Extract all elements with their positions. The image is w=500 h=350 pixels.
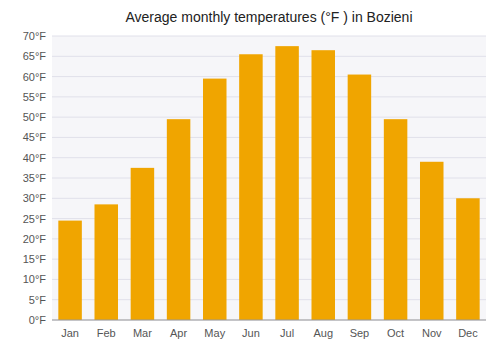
bar (311, 50, 335, 320)
y-tick-label: 65°F (23, 50, 47, 62)
x-tick-label: Nov (422, 327, 442, 339)
y-tick-label: 10°F (23, 273, 47, 285)
bar (239, 54, 263, 320)
x-tick-label: Mar (133, 327, 152, 339)
y-tick-label: 30°F (23, 192, 47, 204)
x-tick-label: Jan (61, 327, 79, 339)
chart: 0°F 5°F 10°F 15°F 20°F 25°F 30°F 35°F 40°F 45°F 50… (0, 0, 500, 350)
y-tick-label: 50°F (23, 111, 47, 123)
x-tick-label: Jul (280, 327, 294, 339)
grid-line (52, 96, 486, 97)
y-tick-label: 15°F (23, 253, 47, 265)
bar (94, 204, 118, 320)
x-tick-label: Feb (97, 327, 116, 339)
y-tick-label: 40°F (23, 152, 47, 164)
bars (58, 46, 479, 320)
grid-line (52, 137, 486, 138)
grid-line (52, 157, 486, 158)
plot-area (52, 36, 486, 320)
bar (348, 75, 372, 320)
x-tick-label: Apr (170, 327, 187, 339)
grid-line (52, 76, 486, 77)
bar (456, 198, 480, 320)
grid-line (52, 56, 486, 57)
title: Average monthly temperatures (°F ) in Bo… (125, 9, 412, 25)
grid-line (52, 117, 486, 118)
y-tick-label: 25°F (23, 213, 47, 225)
x-tick-label: Aug (313, 327, 333, 339)
x-tick-label: May (204, 327, 225, 339)
bar (203, 79, 227, 320)
x-tick-label: Sep (350, 327, 370, 339)
bar (58, 221, 82, 320)
y-tick-label: 55°F (23, 91, 47, 103)
grid (52, 36, 486, 320)
x-tick-label: Jun (242, 327, 260, 339)
y-tick-label: 70°F (23, 30, 47, 42)
grid-line (52, 320, 486, 321)
y-tick-label: 45°F (23, 131, 47, 143)
bar (420, 162, 444, 320)
y-tick-label: 60°F (23, 71, 47, 83)
bar (275, 46, 299, 320)
bar (384, 119, 408, 320)
bar (167, 119, 191, 320)
y-tick-label: 35°F (23, 172, 47, 184)
grid-line (52, 36, 486, 37)
y-tick-label: 20°F (23, 233, 47, 245)
y-tick-label: 5°F (29, 294, 47, 306)
x-axis (52, 320, 486, 321)
bar (131, 168, 155, 320)
x-tick-label: Dec (458, 327, 478, 339)
x-tick-label: Oct (387, 327, 404, 339)
y-tick-label: 0°F (29, 314, 47, 326)
